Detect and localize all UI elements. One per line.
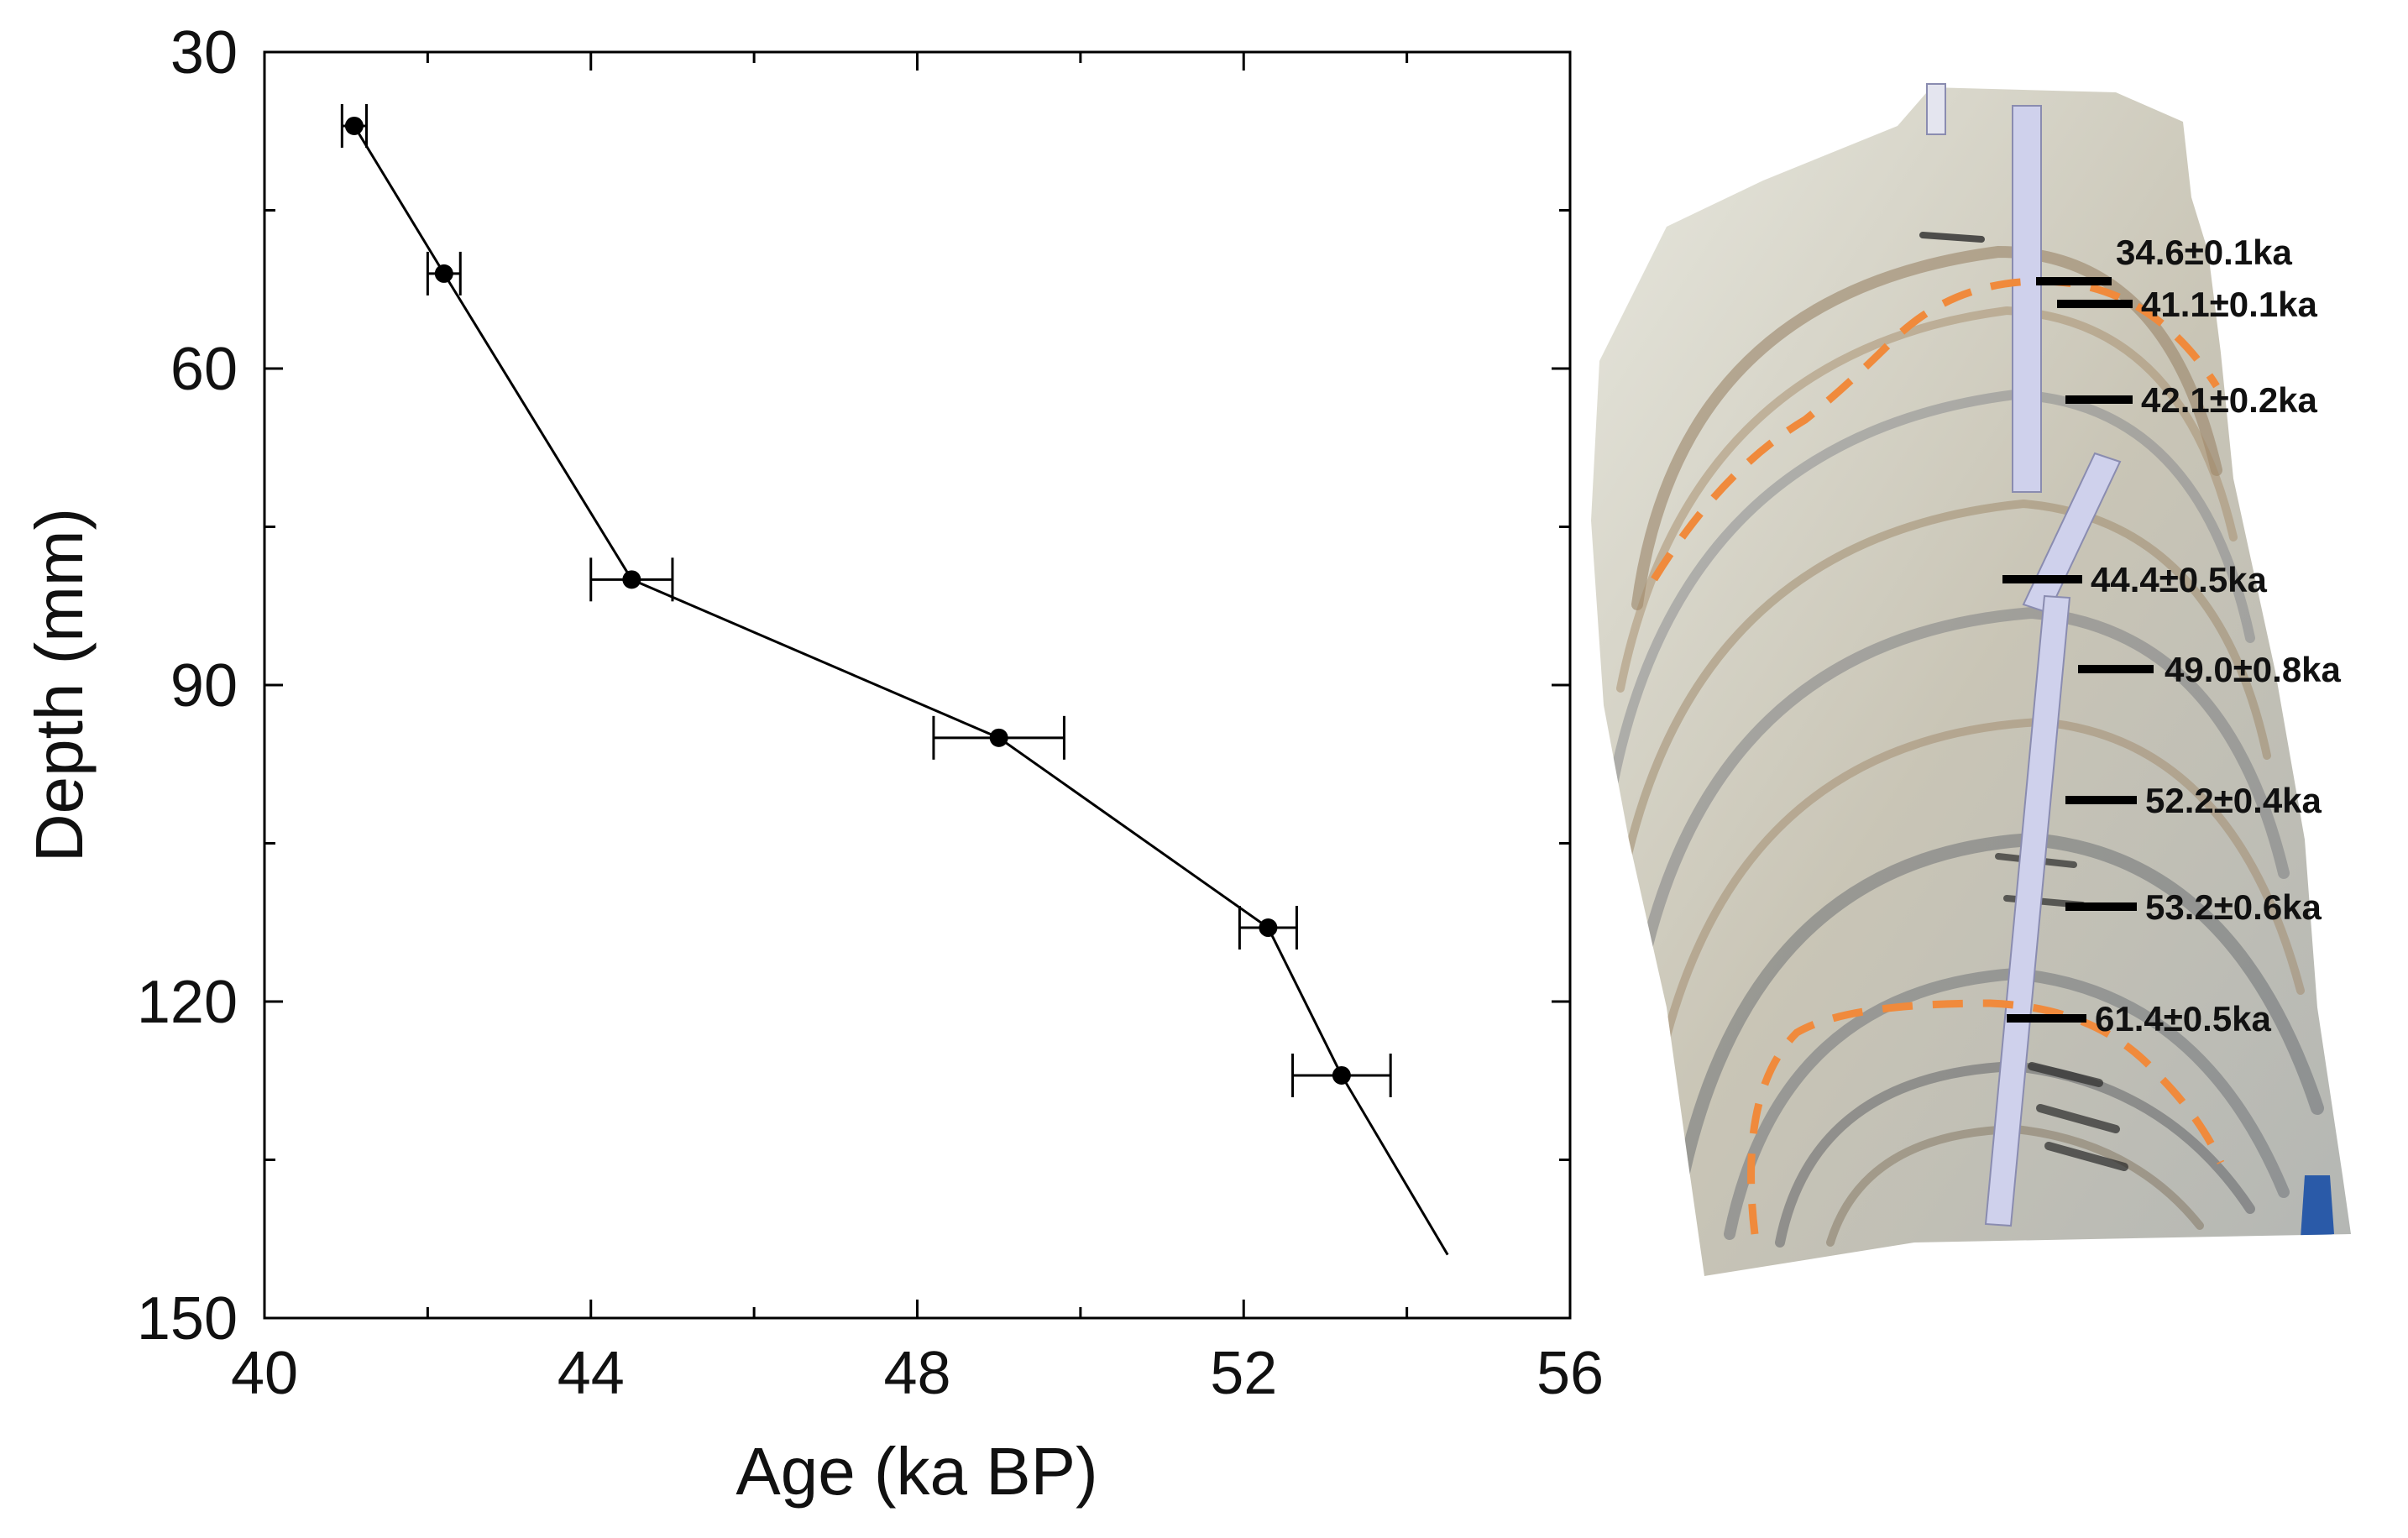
x-tick-label: 48	[883, 1340, 950, 1407]
axis-ticks	[263, 50, 1572, 1320]
x-tick-label: 40	[231, 1340, 298, 1407]
y-tick-label: 30	[170, 19, 238, 86]
age-label: 52.2±0.4ka	[2145, 781, 2322, 820]
y-tick-label: 150	[137, 1285, 238, 1352]
x-tick-label: 44	[558, 1340, 625, 1407]
x-tick-label: 52	[1210, 1340, 1277, 1407]
age-label: 41.1±0.1ka	[2141, 285, 2318, 324]
dating-sample-markers: 34.6±0.1ka 41.1±0.1ka 42.1±0.2ka 44.4±0.5ka…	[2002, 233, 2342, 1038]
age-marker: 53.2±0.6ka	[2065, 887, 2322, 927]
upper-boundary-line	[1651, 277, 2220, 582]
age-label: 49.0±0.8ka	[2165, 650, 2342, 689]
data-point	[1259, 918, 1278, 938]
data-point-group	[426, 251, 462, 296]
stalagmite-section: 34.6±0.1ka 41.1±0.1ka 42.1±0.2ka 44.4±0.5ka…	[1591, 83, 2351, 1276]
age-marker: 41.1±0.1ka	[2057, 285, 2318, 324]
data-point	[1332, 1065, 1351, 1085]
data-point-group	[589, 557, 674, 602]
y-tick-label: 90	[170, 652, 238, 719]
y-tick-label: 120	[137, 969, 238, 1036]
x-axis-title: Age (ka BP)	[735, 1434, 1097, 1509]
depth-age-chart: 40 44 48 52 56 30 60 90 120 150 Age (ka BP) Depth…	[22, 19, 1604, 1509]
age-marker: 42.1±0.2ka	[2065, 380, 2318, 420]
age-marker: 61.4±0.5ka	[2007, 999, 2272, 1038]
blue-stain	[2301, 1175, 2334, 1238]
data-point	[989, 728, 1008, 747]
age-label: 42.1±0.2ka	[2141, 380, 2318, 420]
data-point	[622, 570, 641, 589]
y-tick-label: 60	[170, 336, 238, 403]
age-label: 34.6±0.1ka	[2116, 233, 2293, 272]
data-point-group	[340, 103, 368, 148]
y-axis-title: Depth (mm)	[22, 508, 97, 862]
age-marker: 52.2±0.4ka	[2065, 781, 2322, 820]
age-marker: 49.0±0.8ka	[2078, 650, 2342, 689]
age-marker: 34.6±0.1ka	[2036, 233, 2293, 285]
x-tick-label: 56	[1536, 1340, 1604, 1407]
axis-tick-labels: 40 44 48 52 56 30 60 90 120 150	[137, 19, 1604, 1407]
age-label: 61.4±0.5ka	[2095, 999, 2272, 1038]
series-line	[353, 125, 1449, 1256]
age-marker: 44.4±0.5ka	[2002, 560, 2268, 599]
data-point-group	[932, 715, 1065, 760]
data-point	[434, 264, 453, 283]
data-point-group	[1238, 906, 1298, 950]
age-label: 53.2±0.6ka	[2145, 887, 2322, 927]
lower-boundary-line	[1747, 999, 2225, 1235]
age-label: 44.4±0.5ka	[2091, 560, 2268, 599]
measuring-tapes	[1926, 83, 2122, 1227]
data-point-group	[1291, 1053, 1392, 1097]
depth-age-series	[340, 103, 1449, 1256]
data-point	[344, 116, 364, 135]
